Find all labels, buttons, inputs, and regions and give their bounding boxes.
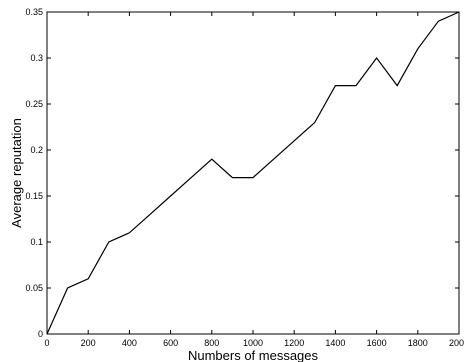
y-tick-label: 0.15 <box>25 191 43 201</box>
x-tick-label: 1000 <box>243 338 263 348</box>
x-tick-label: 1600 <box>367 338 387 348</box>
plot-area <box>46 11 460 335</box>
y-axis-label: Average reputation <box>9 118 24 228</box>
axis-ticks <box>46 11 460 335</box>
y-tick-label: 0.2 <box>30 145 43 155</box>
x-tick-label: 200 <box>81 338 96 348</box>
y-tick-label: 0.05 <box>25 283 43 293</box>
x-tick-label: 1800 <box>408 338 428 348</box>
y-tick-label: 0.3 <box>30 53 43 63</box>
x-tick-label: 800 <box>204 338 219 348</box>
x-tick-label: 1400 <box>325 338 345 348</box>
y-tick-label: 0.1 <box>30 237 43 247</box>
series-line <box>46 11 460 335</box>
y-tick-label: 0 <box>38 329 43 339</box>
y-tick-labels: 0 0.05 0.1 0.15 0.2 0.25 0.3 0.35 <box>25 7 43 339</box>
y-tick-label: 0.25 <box>25 99 43 109</box>
x-tick-label: 0 <box>44 338 49 348</box>
x-tick-label: 400 <box>122 338 137 348</box>
x-tick-label: 1200 <box>284 338 304 348</box>
x-axis-label: Numbers of messages <box>188 348 319 362</box>
y-tick-label: 0.35 <box>25 7 43 17</box>
x-tick-label: 600 <box>163 338 178 348</box>
